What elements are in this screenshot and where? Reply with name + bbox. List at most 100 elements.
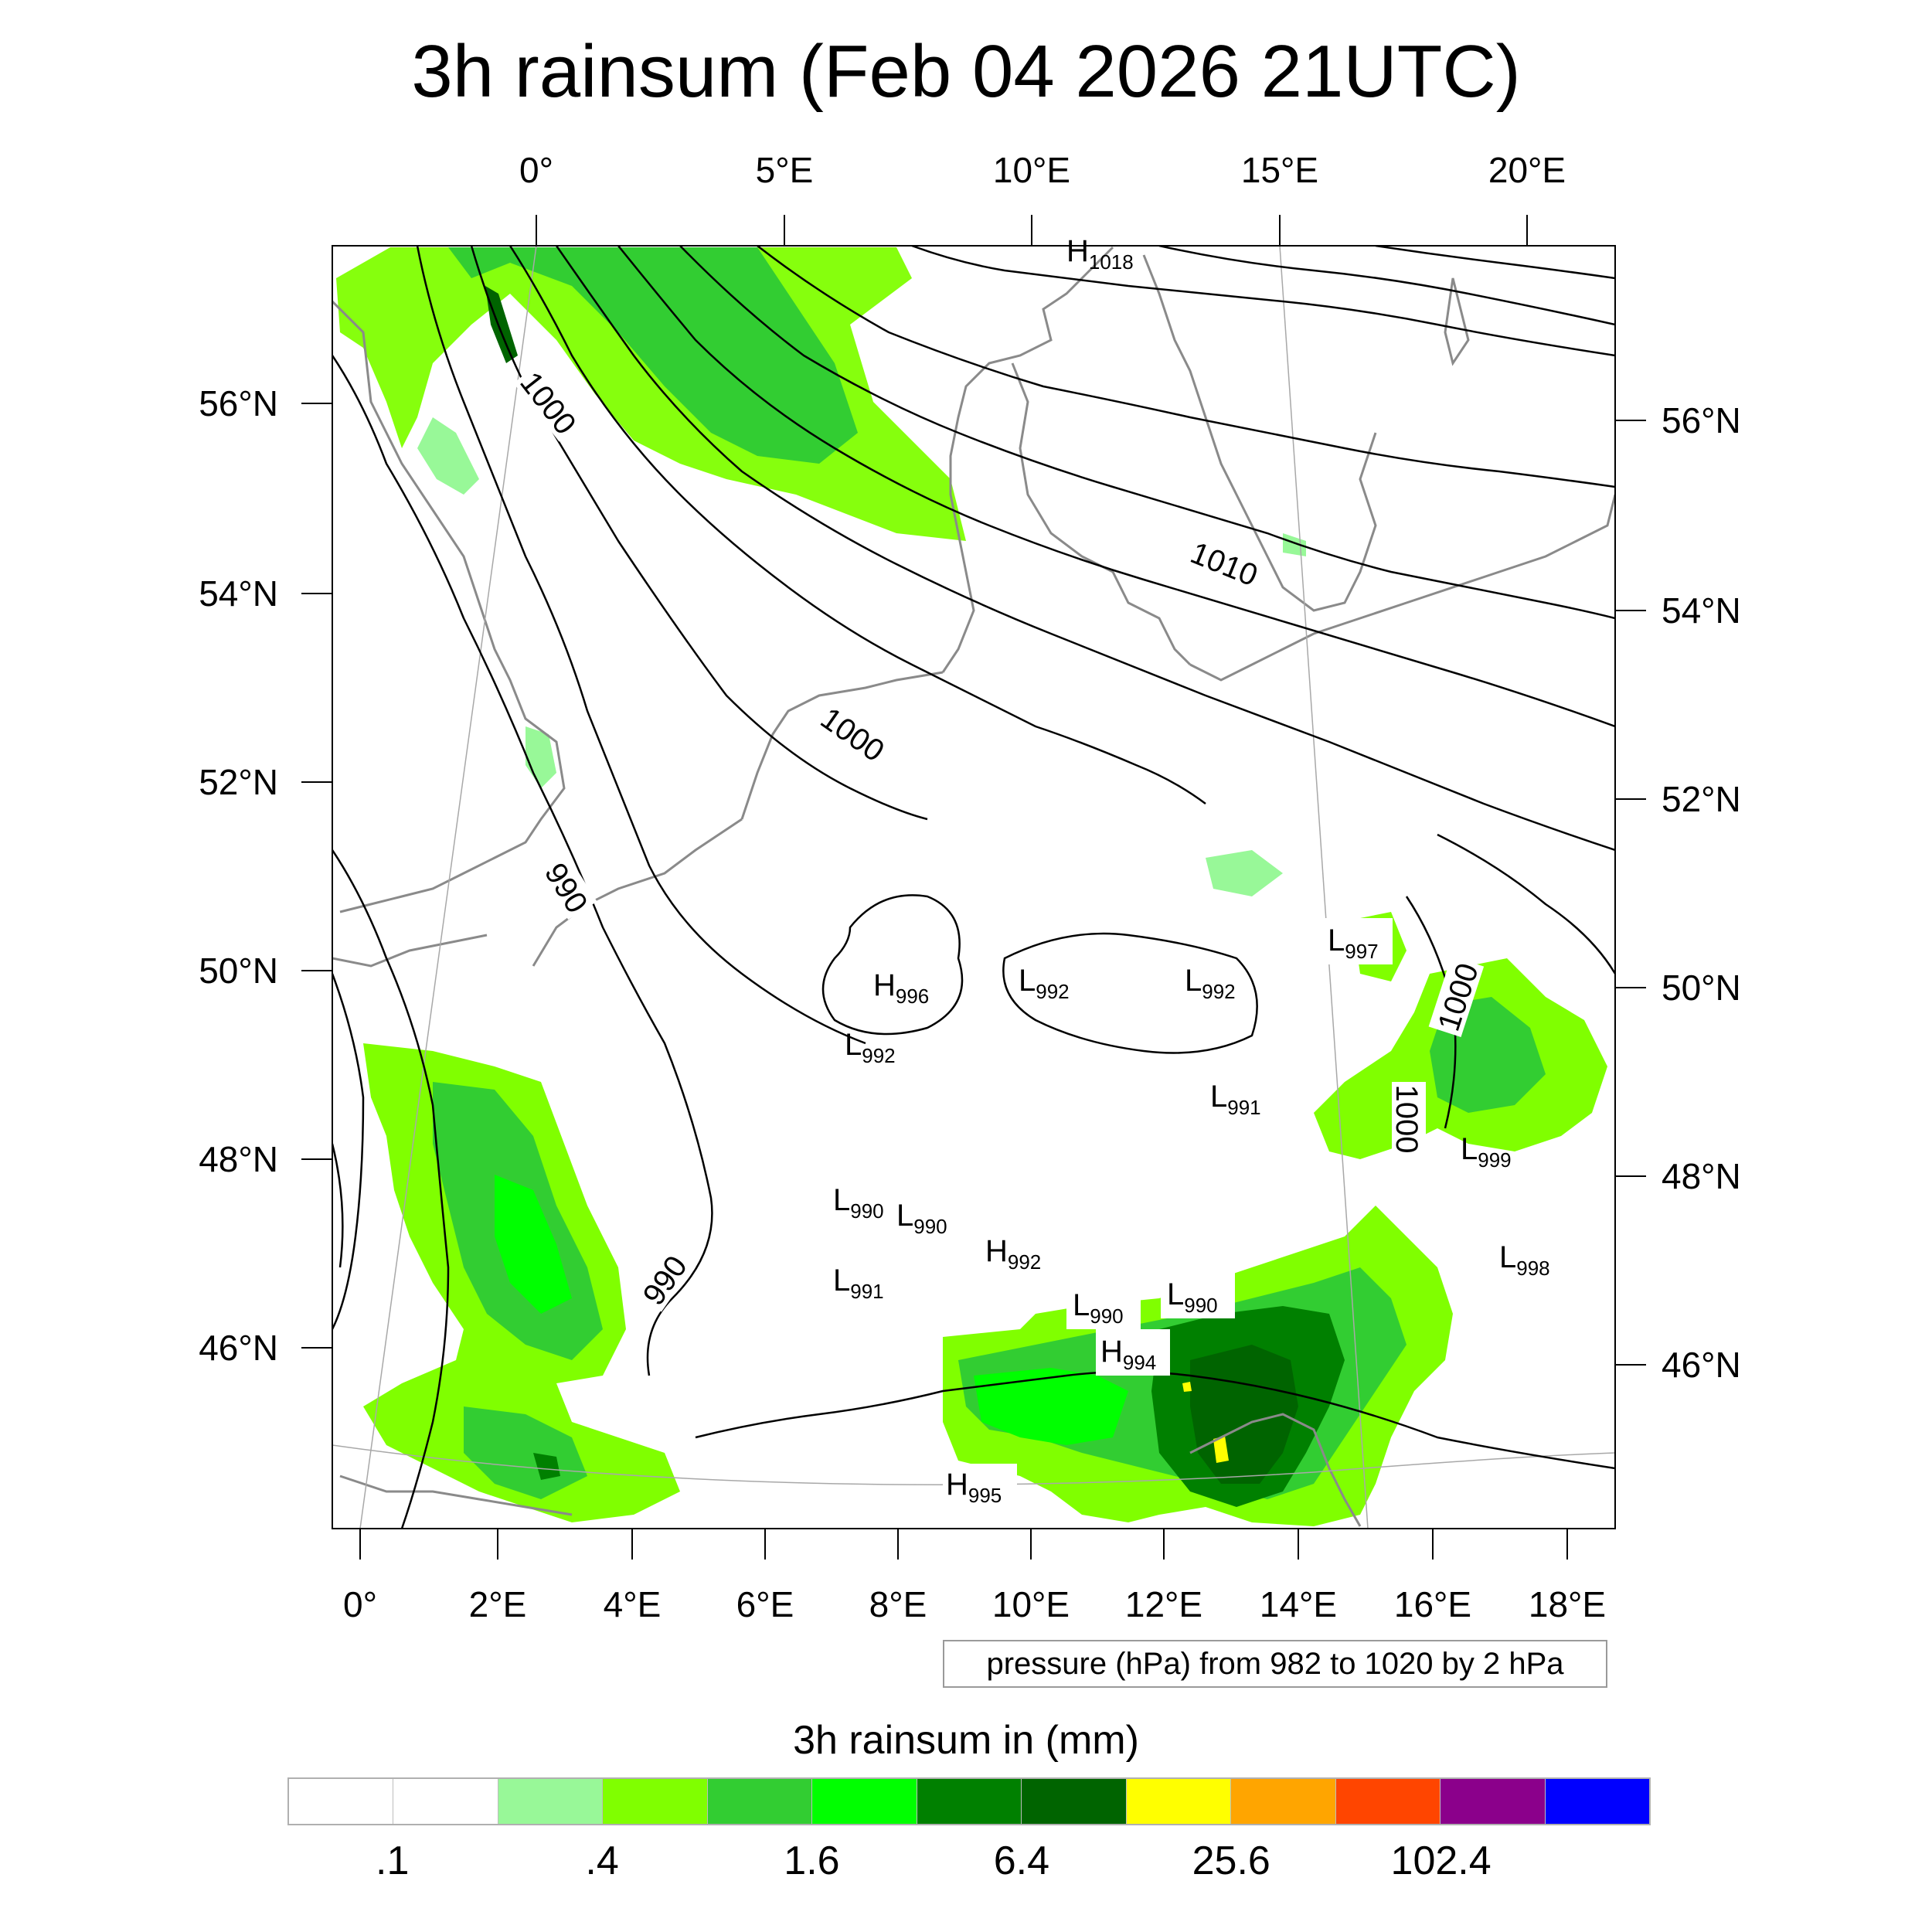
left-lat-label: 46°N (199, 1328, 278, 1368)
pressure-center: L990 (1161, 1272, 1235, 1318)
rain-area-alps-peak-2 (1182, 1382, 1192, 1392)
top-lon-label: 10°E (993, 150, 1070, 190)
pressure-center: H996 (873, 968, 929, 1008)
isobar-layer (332, 246, 1615, 1529)
coastline-sweden (1142, 254, 1377, 612)
isobar-8 (757, 246, 1615, 488)
svg-text:L992: L992 (845, 1028, 896, 1067)
coastline-germany-north (941, 246, 1114, 673)
top-lon-label: 20°E (1488, 150, 1566, 190)
svg-text:L992: L992 (1185, 964, 1236, 1003)
isobar-14 (332, 1143, 344, 1268)
bottom-lon-label: 12°E (1125, 1584, 1202, 1624)
svg-text:L999: L999 (1461, 1132, 1512, 1172)
pressure-center: H995 (943, 1464, 1017, 1510)
top-lon-label: 5°E (756, 150, 814, 190)
left-lat-label: 52°N (199, 762, 278, 802)
svg-text:L990: L990 (1167, 1277, 1218, 1317)
graticule-lon-0 (359, 246, 537, 1529)
pressure-center: L997 (1323, 918, 1393, 964)
isobar-labels: 1000 1000 1010 990 990 1000 1000 (513, 362, 1485, 1312)
svg-text:L990: L990 (896, 1199, 947, 1238)
colorbar-swatch (812, 1779, 917, 1824)
svg-text:L990: L990 (1073, 1288, 1124, 1328)
right-lat-label: 48°N (1662, 1156, 1741, 1196)
graticule-lat-45 (332, 1444, 1615, 1485)
left-lat-label: 50°N (199, 951, 278, 991)
svg-text:L998: L998 (1499, 1240, 1550, 1280)
pressure-center: L990 (1066, 1283, 1141, 1329)
left-lat-label: 48°N (199, 1139, 278, 1179)
right-lat-label: 54°N (1662, 590, 1741, 631)
bottom-lon-label: 4°E (604, 1584, 662, 1624)
bottom-lon-label: 0° (343, 1584, 377, 1624)
isobar-7 (679, 246, 1615, 620)
svg-text:H1018: H1018 (1066, 234, 1134, 274)
coastline-layer (332, 246, 1615, 1527)
pressure-center: L992 (1019, 964, 1070, 1003)
isobar-13 (332, 973, 365, 1330)
isobar-11 (1375, 246, 1615, 280)
pressure-center: L998 (1499, 1240, 1550, 1280)
colorbar-swatch (603, 1779, 708, 1824)
rain-area-england (526, 726, 556, 788)
tick-marks (301, 215, 1646, 1560)
coastline-english-channel (332, 934, 488, 968)
graticule-lon-15 (1279, 246, 1369, 1529)
bottom-lon-label: 16°E (1394, 1584, 1471, 1624)
colorbar-label: .1 (376, 1838, 410, 1883)
rain-area-north-sea-inner (448, 247, 858, 464)
top-lon-labels: 0° 5°E 10°E 15°E 20°E (519, 150, 1566, 190)
isobar-6 (617, 246, 1615, 728)
isobar-3 (470, 246, 928, 821)
colorbar-swatch (393, 1779, 498, 1824)
svg-text:L992: L992 (1019, 964, 1070, 1003)
isobar-5 (555, 246, 1615, 852)
svg-text:L991: L991 (833, 1264, 884, 1303)
colorbar-swatch (1440, 1779, 1546, 1824)
rain-area-north-sea-core (485, 286, 518, 363)
right-lat-label: 52°N (1662, 779, 1741, 819)
right-lat-label: 50°N (1662, 968, 1741, 1008)
colorbar-swatch (1126, 1779, 1232, 1824)
bottom-lon-label: 18°E (1529, 1584, 1606, 1624)
rain-area-north-sea (336, 247, 966, 541)
colorbar-swatch (1022, 1779, 1127, 1824)
pressure-center: H1018 (1066, 234, 1134, 274)
colorbar (287, 1777, 1651, 1825)
colorbar-label: 102.4 (1390, 1838, 1492, 1883)
coastline-adriatic (1189, 1413, 1362, 1527)
svg-text:L991: L991 (1210, 1080, 1261, 1119)
pressure-center: H992 (985, 1234, 1041, 1274)
left-lat-labels: 56°N 54°N 52°N 50°N 48°N 46°N (199, 383, 278, 1368)
coastline-great-britain (332, 300, 566, 913)
rain-area-france-south-core (533, 1453, 560, 1480)
colorbar-swatch (917, 1779, 1022, 1824)
coastline-gotland (1444, 277, 1470, 366)
colorbar-labels: .1 .4 1.6 6.4 25.6 102.4 (0, 1838, 1932, 1892)
pressure-centers: H1018 H996 L992 L992 L992 L997 L991 L999… (833, 234, 1550, 1510)
colorbar-swatch (707, 1779, 813, 1824)
svg-text:L990: L990 (833, 1183, 884, 1223)
left-lat-label: 56°N (199, 383, 278, 423)
right-lat-label: 46°N (1662, 1345, 1741, 1385)
isobar-1 (332, 355, 713, 1376)
rain-area-alps-bright (974, 1368, 1128, 1445)
left-lat-label: 54°N (199, 573, 278, 614)
svg-text:L997: L997 (1328, 923, 1379, 963)
isobar-10 (1158, 246, 1615, 326)
page-title: 3h rainsum (Feb 04 2026 21UTC) (411, 30, 1521, 113)
isobar-label: 1000 (1389, 1085, 1423, 1154)
colorbar-label: 1.6 (784, 1838, 840, 1883)
colorbar-swatch (289, 1779, 394, 1824)
colorbar-swatch (1231, 1779, 1336, 1824)
pressure-center: L990 (833, 1183, 884, 1223)
svg-text:H994: H994 (1100, 1335, 1156, 1374)
bottom-lon-label: 8°E (869, 1584, 927, 1624)
bottom-lon-labels: 0° 2°E 4°E 6°E 8°E 10°E 12°E 14°E 16°E 1… (343, 1584, 1606, 1624)
coastline-france-north (532, 818, 743, 967)
isobar-label: 990 (637, 1250, 694, 1311)
isobar-9 (911, 246, 1615, 357)
svg-text:H992: H992 (985, 1234, 1041, 1274)
